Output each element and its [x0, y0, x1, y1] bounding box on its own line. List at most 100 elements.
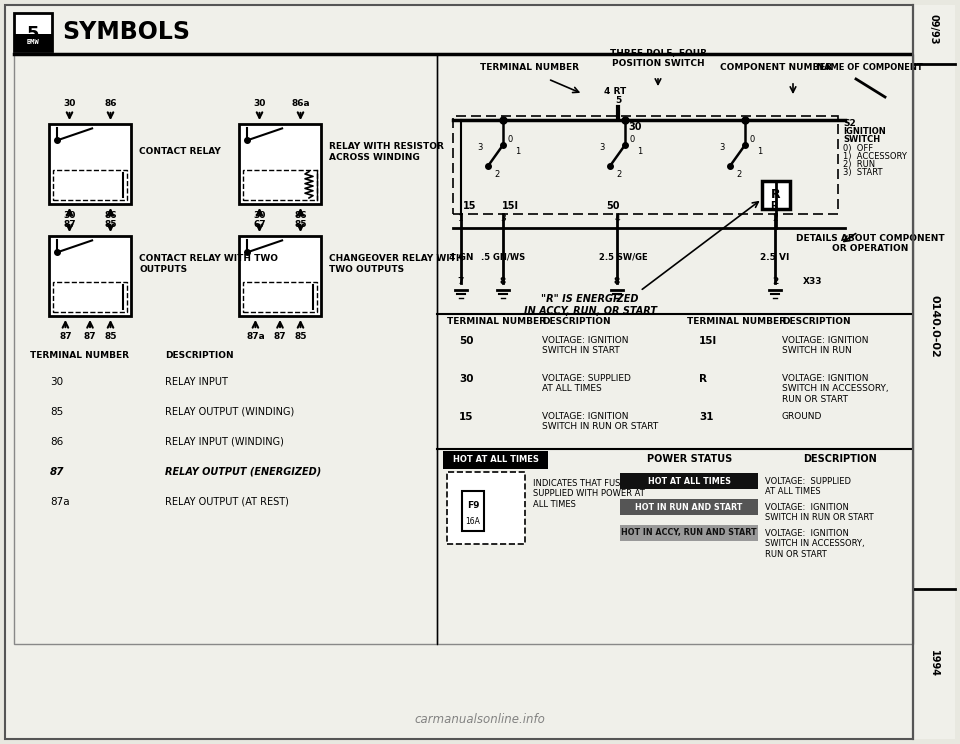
- Bar: [620, 499, 758, 515]
- Text: 4 RT: 4 RT: [604, 87, 626, 96]
- Text: 3)  START: 3) START: [843, 168, 882, 177]
- Text: F9: F9: [467, 501, 479, 510]
- Text: 30: 30: [50, 377, 63, 387]
- Text: HOT AT ALL TIMES: HOT AT ALL TIMES: [453, 455, 539, 464]
- Text: 87a: 87a: [246, 332, 265, 341]
- Text: 1: 1: [757, 147, 762, 156]
- Text: 85: 85: [295, 220, 307, 229]
- Text: TERMINAL NUMBER: TERMINAL NUMBER: [687, 317, 786, 326]
- Bar: [49, 236, 131, 316]
- Bar: [243, 170, 317, 200]
- Text: 0: 0: [750, 135, 756, 144]
- Text: 50: 50: [459, 336, 473, 346]
- Text: 87a: 87a: [50, 497, 70, 507]
- Text: TERMINAL NUMBER: TERMINAL NUMBER: [481, 63, 580, 72]
- Bar: [49, 124, 131, 204]
- Text: 85: 85: [105, 220, 117, 229]
- Text: HOT IN RUN AND START: HOT IN RUN AND START: [636, 502, 743, 512]
- Text: 2: 2: [772, 278, 779, 286]
- Text: 8: 8: [500, 278, 506, 286]
- Text: CONTACT RELAY WITH TWO
OUTPUTS: CONTACT RELAY WITH TWO OUTPUTS: [139, 254, 278, 274]
- Text: 30: 30: [253, 211, 266, 220]
- Text: 86: 86: [295, 211, 307, 220]
- Text: 2.5 SW/GE: 2.5 SW/GE: [599, 252, 647, 261]
- Text: GROUND: GROUND: [782, 412, 823, 421]
- Text: RELAY OUTPUT (WINDING): RELAY OUTPUT (WINDING): [165, 407, 295, 417]
- Text: 0)  OFF: 0) OFF: [843, 144, 874, 153]
- Text: 85: 85: [295, 332, 307, 341]
- Bar: [14, 13, 52, 51]
- Text: 85: 85: [50, 407, 63, 417]
- Text: 2: 2: [772, 214, 778, 223]
- Text: 0: 0: [630, 135, 636, 144]
- Text: R: R: [699, 374, 707, 384]
- Text: VOLTAGE: IGNITION
SWITCH IN ACCESSORY,
RUN OR START: VOLTAGE: IGNITION SWITCH IN ACCESSORY, R…: [782, 374, 889, 404]
- Text: DETAILS ABOUT COMPONENT
OR OPERATION: DETAILS ABOUT COMPONENT OR OPERATION: [796, 234, 945, 254]
- Text: carmanualsonline.info: carmanualsonline.info: [415, 713, 545, 726]
- Bar: [239, 124, 321, 204]
- Text: 0: 0: [508, 135, 514, 144]
- Text: 15l: 15l: [501, 201, 518, 211]
- Text: POWER STATUS: POWER STATUS: [647, 454, 732, 464]
- Text: 2: 2: [616, 170, 622, 179]
- Text: 09/93: 09/93: [929, 13, 939, 44]
- Text: IGNITION: IGNITION: [843, 127, 886, 136]
- Text: VOLTAGE: IGNITION
SWITCH IN RUN OR START: VOLTAGE: IGNITION SWITCH IN RUN OR START: [542, 412, 659, 432]
- Text: 86a: 86a: [291, 99, 310, 108]
- Text: 3: 3: [720, 144, 725, 153]
- Text: 3: 3: [500, 214, 506, 223]
- Text: 0140.0-02: 0140.0-02: [929, 295, 939, 357]
- Text: R: R: [770, 201, 778, 211]
- Text: 5: 5: [614, 96, 621, 105]
- Text: DESCRIPTION: DESCRIPTION: [804, 454, 876, 464]
- Text: 86: 86: [105, 211, 117, 220]
- Text: DESCRIPTION: DESCRIPTION: [782, 317, 851, 326]
- Text: 3: 3: [600, 144, 605, 153]
- Text: HOT AT ALL TIMES: HOT AT ALL TIMES: [647, 476, 731, 486]
- Text: 15: 15: [459, 412, 473, 422]
- Text: TERMINAL NUMBER: TERMINAL NUMBER: [30, 351, 129, 360]
- Text: "R" IS ENERGIZED
IN ACCY, RUN, OR START: "R" IS ENERGIZED IN ACCY, RUN, OR START: [523, 294, 657, 315]
- Text: RELAY INPUT (WINDING): RELAY INPUT (WINDING): [165, 437, 284, 447]
- Text: HOT IN ACCY, RUN AND START: HOT IN ACCY, RUN AND START: [621, 528, 756, 537]
- Text: INDICATES THAT FUSE 9 IS
SUPPLIED WITH POWER AT
ALL TIMES: INDICATES THAT FUSE 9 IS SUPPLIED WITH P…: [533, 479, 645, 509]
- Bar: [443, 451, 548, 469]
- Bar: [53, 170, 127, 200]
- Text: 86: 86: [105, 99, 117, 108]
- Text: CHANGEOVER RELAY WITH
TWO OUTPUTS: CHANGEOVER RELAY WITH TWO OUTPUTS: [329, 254, 464, 274]
- Text: SYMBOLS: SYMBOLS: [62, 20, 190, 44]
- Bar: [239, 236, 321, 316]
- Text: VOLTAGE: IGNITION
SWITCH IN START: VOLTAGE: IGNITION SWITCH IN START: [542, 336, 629, 356]
- Text: 4 GN: 4 GN: [448, 252, 473, 261]
- Text: 30: 30: [459, 374, 473, 384]
- Text: 2: 2: [494, 170, 499, 179]
- Text: DESCRIPTION: DESCRIPTION: [542, 317, 611, 326]
- Text: 16A: 16A: [466, 516, 480, 525]
- Text: 87: 87: [60, 332, 72, 341]
- Text: 1)  ACCESSORY: 1) ACCESSORY: [843, 152, 907, 161]
- Text: COMPONENT NUMBER: COMPONENT NUMBER: [720, 63, 832, 72]
- Text: 8: 8: [613, 278, 620, 286]
- Text: 87: 87: [50, 467, 64, 477]
- Text: VOLTAGE: SUPPLIED
AT ALL TIMES: VOLTAGE: SUPPLIED AT ALL TIMES: [542, 374, 631, 394]
- Text: 85: 85: [105, 332, 117, 341]
- Text: 15l: 15l: [699, 336, 717, 346]
- Text: RELAY OUTPUT (ENERGIZED): RELAY OUTPUT (ENERGIZED): [165, 467, 322, 477]
- Bar: [462, 491, 484, 531]
- Text: RELAY INPUT: RELAY INPUT: [165, 377, 228, 387]
- Text: 30: 30: [253, 99, 266, 108]
- Text: VOLTAGE:  IGNITION
SWITCH IN RUN OR START: VOLTAGE: IGNITION SWITCH IN RUN OR START: [765, 503, 874, 522]
- Bar: [620, 525, 758, 541]
- Text: SWITCH: SWITCH: [843, 135, 880, 144]
- Text: R: R: [771, 188, 780, 202]
- Bar: [437, 54, 913, 644]
- Text: 87: 87: [84, 332, 96, 341]
- Text: 3: 3: [478, 144, 483, 153]
- Text: 2: 2: [736, 170, 742, 179]
- Text: 87: 87: [63, 220, 76, 229]
- Text: VOLTAGE: IGNITION
SWITCH IN RUN: VOLTAGE: IGNITION SWITCH IN RUN: [782, 336, 869, 356]
- Text: TERMINAL NUMBER: TERMINAL NUMBER: [447, 317, 546, 326]
- Bar: [14, 34, 52, 51]
- Text: S2: S2: [843, 119, 855, 128]
- Bar: [14, 54, 437, 644]
